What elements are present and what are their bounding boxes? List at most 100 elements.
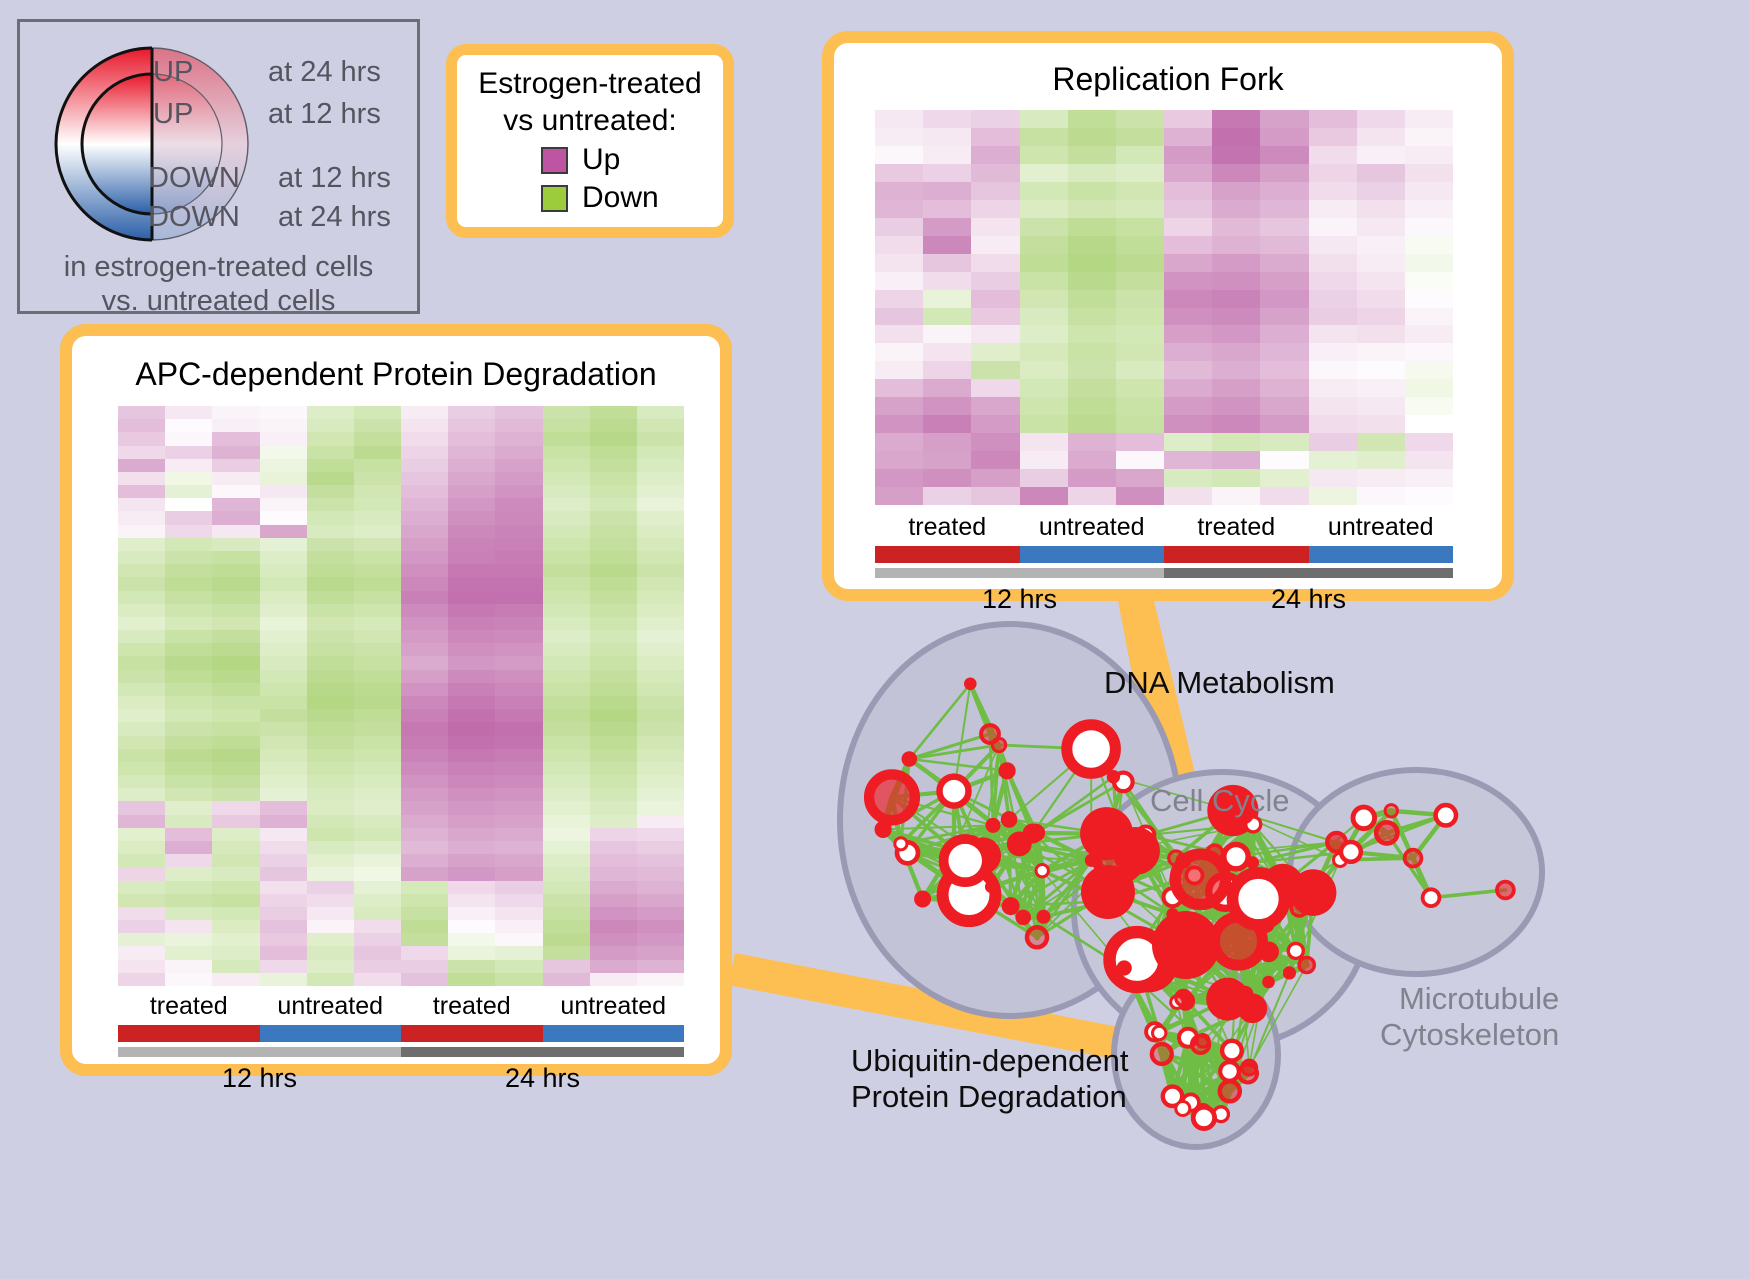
network-node[interactable] xyxy=(1289,869,1337,916)
network-node[interactable] xyxy=(1221,841,1251,872)
network-node[interactable] xyxy=(1190,1104,1218,1132)
network-node[interactable] xyxy=(1286,941,1306,961)
network-node[interactable] xyxy=(964,677,977,691)
network-node[interactable] xyxy=(1036,909,1051,924)
network-node[interactable] xyxy=(1218,1059,1241,1083)
network-node[interactable] xyxy=(1195,1033,1211,1049)
network-node[interactable] xyxy=(1243,815,1263,834)
network-node[interactable] xyxy=(1402,847,1424,869)
network-node[interactable] xyxy=(1161,886,1184,909)
network-node[interactable] xyxy=(1167,849,1185,867)
network-node[interactable] xyxy=(1249,903,1264,918)
network-node[interactable] xyxy=(1144,1021,1166,1043)
network-node[interactable] xyxy=(1116,930,1179,993)
network-node[interactable] xyxy=(1209,911,1268,971)
network-node[interactable] xyxy=(1169,848,1232,911)
network-node[interactable] xyxy=(1246,856,1259,870)
network-node[interactable] xyxy=(1160,1084,1185,1109)
network-node[interactable] xyxy=(1240,1058,1259,1077)
network-node[interactable] xyxy=(1338,839,1364,865)
network-node[interactable] xyxy=(1149,1041,1174,1067)
network-node[interactable] xyxy=(990,736,1008,754)
network-node[interactable] xyxy=(1061,719,1121,779)
network-node[interactable] xyxy=(1006,831,1032,857)
network-node[interactable] xyxy=(1111,770,1135,794)
network-node[interactable] xyxy=(938,834,992,888)
network-node[interactable] xyxy=(1100,891,1119,911)
network-node[interactable] xyxy=(936,773,972,809)
network-node[interactable] xyxy=(1289,898,1310,918)
network-node[interactable] xyxy=(1433,802,1459,828)
network-node[interactable] xyxy=(1081,865,1135,919)
network-node[interactable] xyxy=(1135,824,1157,846)
network-node[interactable] xyxy=(1194,936,1215,957)
network-node[interactable] xyxy=(1211,1105,1231,1124)
network-node[interactable] xyxy=(1106,770,1121,784)
network-node[interactable] xyxy=(1277,889,1297,909)
network-node[interactable] xyxy=(1257,916,1275,933)
network-node[interactable] xyxy=(893,836,909,852)
network-node[interactable] xyxy=(863,769,921,826)
network-node[interactable] xyxy=(1152,911,1220,979)
network-node[interactable] xyxy=(901,751,918,767)
network-node[interactable] xyxy=(1226,867,1291,931)
network-node[interactable] xyxy=(1204,843,1225,863)
network-node[interactable] xyxy=(1022,823,1043,844)
network-node[interactable] xyxy=(1262,863,1304,905)
network-node[interactable] xyxy=(1080,807,1134,861)
network-node[interactable] xyxy=(1015,909,1031,926)
network-node[interactable] xyxy=(1084,853,1098,867)
network-node[interactable] xyxy=(1001,897,1020,916)
network-node[interactable] xyxy=(964,837,1002,874)
network-node[interactable] xyxy=(985,817,1001,833)
network-node[interactable] xyxy=(944,839,964,859)
network-node[interactable] xyxy=(1420,887,1442,908)
network-node[interactable] xyxy=(1236,910,1249,924)
network-node[interactable] xyxy=(1206,977,1250,1021)
network-node[interactable] xyxy=(1194,1103,1212,1121)
network-node[interactable] xyxy=(1169,994,1185,1010)
network-node[interactable] xyxy=(914,890,932,908)
network-node[interactable] xyxy=(1174,1099,1192,1118)
network-node[interactable] xyxy=(936,862,1002,928)
network-node[interactable] xyxy=(1332,851,1349,869)
network-node[interactable] xyxy=(1024,925,1050,950)
network-node[interactable] xyxy=(1103,925,1171,994)
network-node[interactable] xyxy=(1495,879,1516,901)
network-node[interactable] xyxy=(1297,955,1316,975)
network-node[interactable] xyxy=(1237,993,1268,1024)
network-node[interactable] xyxy=(1000,811,1018,828)
network-node[interactable] xyxy=(979,723,1001,745)
network-node[interactable] xyxy=(1027,823,1046,842)
network-node[interactable] xyxy=(1262,975,1275,989)
network-node[interactable] xyxy=(894,839,921,866)
network-node[interactable] xyxy=(1177,1026,1199,1049)
network-node[interactable] xyxy=(1091,829,1146,885)
network-node[interactable] xyxy=(1219,1038,1244,1063)
network-node[interactable] xyxy=(1175,852,1192,869)
network-node[interactable] xyxy=(1236,985,1254,1003)
network-node[interactable] xyxy=(874,820,892,839)
network-node[interactable] xyxy=(1189,1033,1212,1056)
network-node[interactable] xyxy=(1236,1062,1260,1085)
network-node[interactable] xyxy=(1116,960,1132,976)
network-node[interactable] xyxy=(1112,827,1160,875)
network-node[interactable] xyxy=(998,762,1016,780)
network-node[interactable] xyxy=(984,880,998,893)
network-node[interactable] xyxy=(1282,966,1296,980)
network-node[interactable] xyxy=(1151,1024,1168,1042)
network-node[interactable] xyxy=(1325,830,1348,854)
network-node[interactable] xyxy=(1184,865,1205,886)
network-node[interactable] xyxy=(1174,988,1193,1008)
network-node[interactable] xyxy=(1175,991,1196,1011)
network-node[interactable] xyxy=(1258,941,1279,963)
network-node[interactable] xyxy=(1204,871,1246,912)
network-node[interactable] xyxy=(1120,840,1138,858)
network-node[interactable] xyxy=(1217,1079,1243,1104)
network-node[interactable] xyxy=(1166,908,1179,921)
network-node[interactable] xyxy=(1383,803,1400,819)
network-node[interactable] xyxy=(1180,1092,1201,1113)
network-node[interactable] xyxy=(1350,804,1378,832)
network-node[interactable] xyxy=(1034,863,1050,879)
network-node[interactable] xyxy=(1373,819,1400,846)
